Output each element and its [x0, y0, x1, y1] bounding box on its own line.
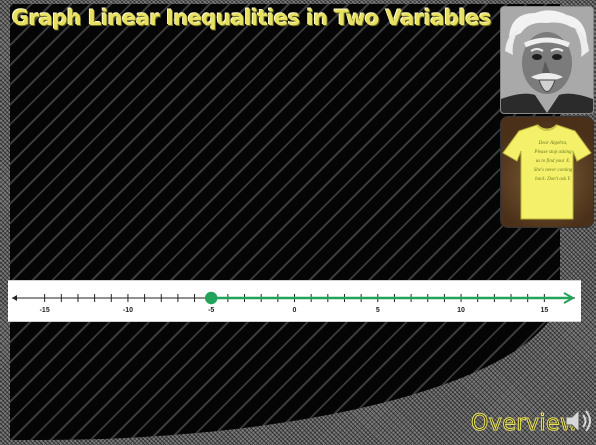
tick-label: 0 [293, 307, 297, 314]
tick-label: 10 [457, 307, 465, 314]
number-line: -15 -10 -5 0 5 10 15 [8, 280, 581, 322]
einstein-photo [500, 6, 594, 114]
tick-label: 15 [540, 307, 548, 314]
content-panel [10, 4, 560, 440]
speaker-icon[interactable] [563, 405, 593, 437]
tick-label: 5 [376, 307, 380, 314]
tick-label: -10 [123, 307, 133, 314]
slide-title: Graph Linear Inequalities in Two Variabl… [12, 6, 492, 30]
solution-arrowhead [563, 292, 574, 304]
tick-label: -5 [208, 307, 214, 314]
tshirt-image: Dear Algebra, Please stop asking us to f… [500, 116, 594, 228]
solution-endpoint [204, 291, 218, 305]
number-line-graph: -15 -10 -5 0 5 10 15 [12, 291, 575, 314]
overview-link[interactable]: Overview [471, 411, 579, 437]
axis-arrow-left [12, 295, 17, 301]
tshirt-caption: Dear Algebra, Please stop asking us to f… [533, 141, 573, 182]
tick-label: -15 [40, 307, 50, 314]
